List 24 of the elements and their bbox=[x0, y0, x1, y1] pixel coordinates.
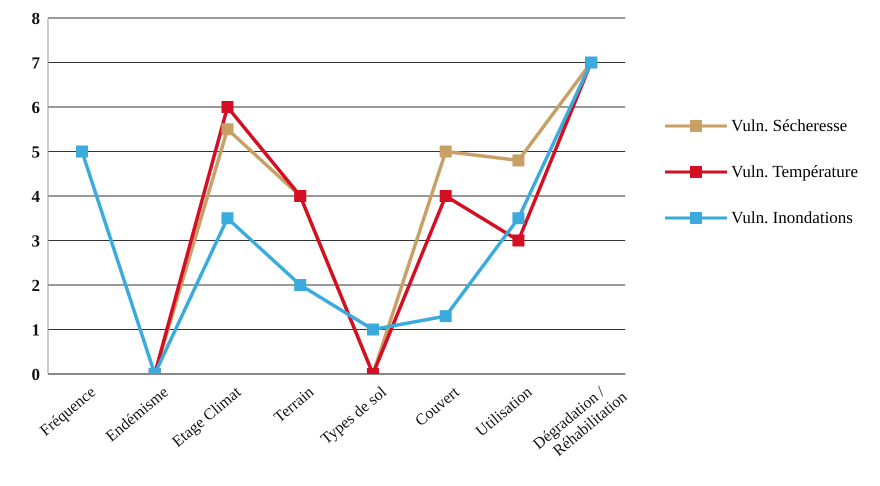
point bbox=[221, 101, 234, 113]
legend-label: Vuln. Température bbox=[731, 162, 858, 182]
y-tick-label: 0 bbox=[32, 365, 40, 384]
y-tick-label: 5 bbox=[32, 142, 40, 162]
point bbox=[76, 146, 88, 158]
y-tick-label: 7 bbox=[32, 54, 40, 73]
point bbox=[440, 190, 452, 202]
point bbox=[221, 123, 234, 136]
point bbox=[294, 279, 306, 291]
y-tick-label: 6 bbox=[32, 98, 40, 118]
y-tick-label: 3 bbox=[32, 232, 40, 251]
point bbox=[512, 212, 524, 224]
point bbox=[512, 234, 524, 246]
y-tick-label: 1 bbox=[32, 320, 40, 340]
legend-label: Vuln. Sécheresse bbox=[731, 116, 848, 136]
point bbox=[221, 212, 234, 224]
y-tick-label: 2 bbox=[32, 276, 40, 296]
legend-label: Vuln. Inondations bbox=[731, 208, 853, 228]
y-tick-label: 4 bbox=[32, 187, 40, 206]
y-tick-label: 8 bbox=[32, 9, 40, 28]
point bbox=[366, 324, 379, 336]
point bbox=[440, 310, 452, 322]
point bbox=[440, 146, 452, 158]
point bbox=[512, 154, 524, 166]
